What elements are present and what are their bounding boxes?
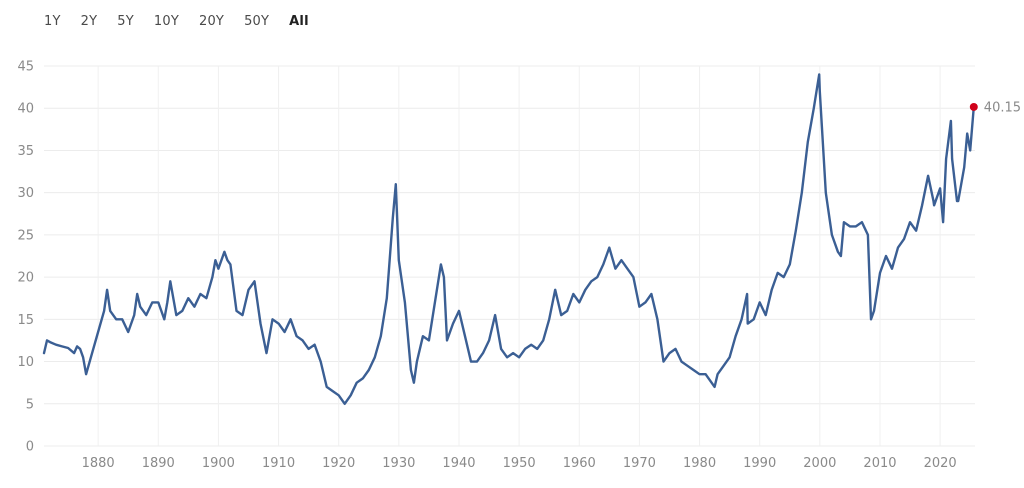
- x-axis-ticks: 1880 1890 1900 1910 1920 1930 1940 1950 1960 1970…: [82, 456, 957, 471]
- x-tick-label: 2020: [924, 456, 957, 471]
- y-tick-label: 15: [17, 313, 34, 328]
- series-line: [42, 73, 975, 405]
- y-tick-label: 35: [17, 144, 34, 159]
- range-button-all[interactable]: All: [289, 14, 309, 29]
- x-tick-label: 1950: [503, 456, 536, 471]
- range-button-1y[interactable]: 1Y: [44, 14, 61, 29]
- x-tick-label: 1910: [262, 456, 295, 471]
- x-tick-label: 1890: [142, 456, 175, 471]
- range-button-10y[interactable]: 10Y: [153, 14, 179, 29]
- y-tick-label: 40: [17, 102, 34, 117]
- x-tick-label: 1960: [563, 456, 596, 471]
- y-tick-label: 0: [26, 440, 34, 455]
- x-tick-label: 1990: [743, 456, 776, 471]
- x-tick-label: 1940: [442, 456, 475, 471]
- y-tick-label: 45: [17, 60, 34, 75]
- range-button-2y[interactable]: 2Y: [80, 14, 98, 29]
- y-tick-label: 5: [26, 397, 34, 412]
- x-tick-label: 1980: [683, 456, 716, 471]
- range-button-5y[interactable]: 5Y: [117, 14, 134, 29]
- x-tick-label: 1880: [82, 456, 115, 471]
- range-selector: 1Y 2Y 5Y 10Y 20Y 50Y All: [44, 12, 329, 32]
- y-tick-label: 20: [17, 271, 34, 286]
- y-tick-label: 25: [17, 228, 34, 243]
- range-button-20y[interactable]: 20Y: [198, 14, 225, 29]
- y-tick-label: 30: [17, 186, 34, 201]
- y-axis-ticks: 0 5 10 15 20 25 30 35 40 45: [17, 60, 34, 455]
- last-value-label: 40.15: [984, 100, 1021, 115]
- x-tick-label: 1930: [382, 456, 415, 471]
- x-tick-label: 2000: [803, 456, 836, 471]
- x-tick-label: 1920: [322, 456, 355, 471]
- range-button-50y[interactable]: 50Y: [244, 14, 270, 29]
- grid-lines: [44, 65, 975, 447]
- y-tick-label: 10: [17, 355, 34, 370]
- last-point-marker[interactable]: [969, 102, 978, 111]
- x-tick-label: 1900: [202, 456, 235, 471]
- x-tick-label: 2010: [863, 456, 896, 471]
- x-tick-label: 1970: [623, 456, 656, 471]
